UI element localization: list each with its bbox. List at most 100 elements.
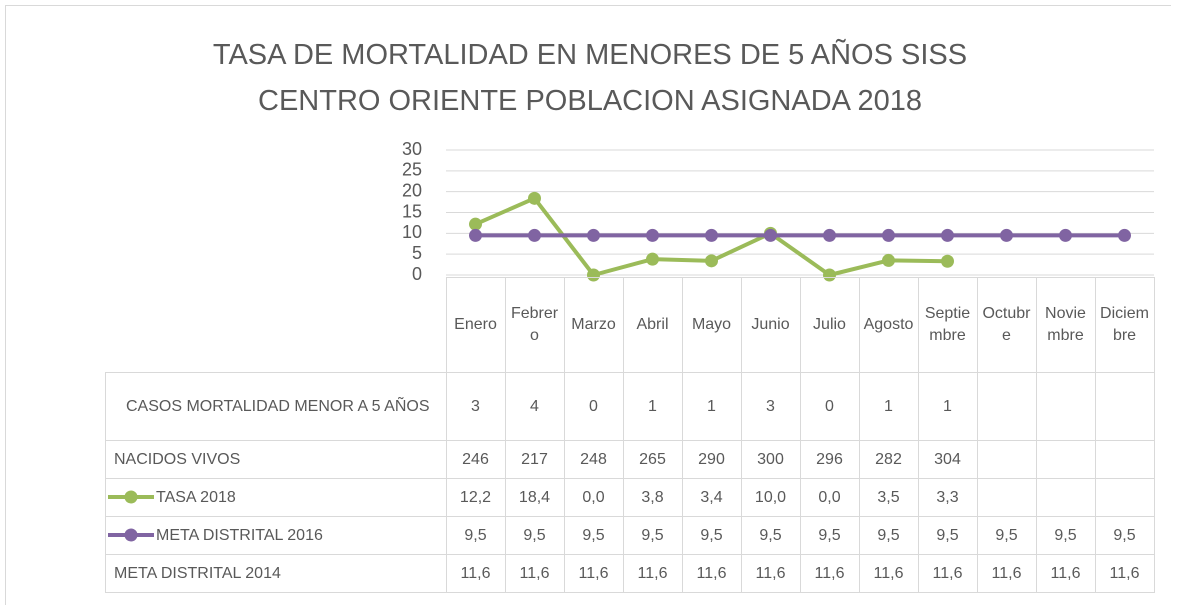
table-cell: Octubre [976,277,1037,373]
y-tick-label: 25 [402,160,422,180]
table-cell: 1 [917,372,978,441]
table-cell: 0,0 [563,478,624,517]
table-cell: Marzo [563,277,624,373]
legend-label: NACIDOS VIVOS [114,450,241,468]
table-cell [1035,440,1096,479]
y-tick-label: 15 [402,201,422,221]
y-tick-label: 0 [412,264,422,284]
table-cell [1094,372,1155,441]
table-cell: 3 [445,372,506,441]
table-cell: 282 [858,440,919,479]
data-row: META DISTRITAL 2014 11,6 11,6 11,6 11,6 11,6 1… [105,554,1155,593]
table-cell: Julio [799,277,860,373]
point [705,254,718,268]
legend-label: CASOS MORTALIDAD MENOR A 5 AÑOS [126,397,430,415]
table-cell: NACIDOS VIVOS [105,440,447,479]
point [1059,228,1072,242]
table-cell: 11,6 [858,554,919,593]
point [1118,228,1131,242]
legend-label: META DISTRITAL 2014 [114,564,281,582]
y-tick-label: 10 [402,222,422,242]
y-tick-label: 5 [412,243,422,263]
data-row: CASOS MORTALIDAD MENOR A 5 AÑOS 3 4 0 1 1 3 0 1 1 [105,372,1155,441]
table-cell: 9,5 [563,516,624,555]
table-cell: 9,5 [445,516,506,555]
table-cell: 0,0 [799,478,860,517]
table-cell [1035,478,1096,517]
table-cell [976,478,1037,517]
legend-marker [124,490,138,504]
table-cell [1035,372,1096,441]
point [823,228,836,242]
table-cell: 3,3 [917,478,978,517]
legend-key [108,528,154,542]
y-tick-label: 30 [402,139,422,159]
table-cell: 9,5 [740,516,801,555]
table-cell: 12,2 [445,478,506,517]
legend-marker [124,528,138,542]
table-cell: 9,5 [1035,516,1096,555]
table-cell: 300 [740,440,801,479]
table-cell: 1 [681,372,742,441]
table-cell: 3,8 [622,478,683,517]
table-cell: 9,5 [858,516,919,555]
table-cell: 9,5 [976,516,1037,555]
point [469,217,482,231]
point [469,228,482,242]
table-cell: 11,6 [681,554,742,593]
table-cell: 11,6 [1035,554,1096,593]
point [941,228,954,242]
table-cell: 1 [858,372,919,441]
table-cell: 4 [504,372,565,441]
table-cell: 11,6 [740,554,801,593]
table-cell: 11,6 [1094,554,1155,593]
table-cell: Noviembre [1035,277,1096,373]
table-cell: 9,5 [622,516,683,555]
point [646,252,659,266]
table-cell: 9,5 [1094,516,1155,555]
table-cell: 217 [504,440,565,479]
table-cell [1094,478,1155,517]
table-cell: Febrero [504,277,565,373]
table-cell: Mayo [681,277,742,373]
table-cell: 11,6 [622,554,683,593]
table-cell [976,440,1037,479]
point [528,228,541,242]
point [764,228,777,242]
table-cell: 0 [563,372,624,441]
point [1000,228,1013,242]
point [587,228,600,242]
data-row: NACIDOS VIVOS 246 217 248 265 290 300 296 282 304 [105,440,1155,479]
table-cell: 3,4 [681,478,742,517]
table-cell: 10,0 [740,478,801,517]
table-cell: 0 [799,372,860,441]
table-cell: 11,6 [563,554,624,593]
table-cell: Septiembre [917,277,978,373]
table-cell: 11,6 [976,554,1037,593]
table-cell: Agosto [858,277,919,373]
chart-frame [5,5,1171,605]
table-cell: 3 [740,372,801,441]
table-cell [106,278,447,373]
point [882,228,895,242]
table-cell: 246 [445,440,506,479]
table-cell: 9,5 [681,516,742,555]
table-cell: 1 [622,372,683,441]
table-cell: 290 [681,440,742,479]
table-cell [976,372,1037,441]
point [528,191,541,205]
table-cell: TASA 2018 [105,478,447,517]
table-cell: 11,6 [504,554,565,593]
data-row: META DISTRITAL 2016 9,5 9,5 9,5 9,5 9,5 9,5 9,5… [105,516,1155,555]
point [705,228,718,242]
table-cell: 9,5 [799,516,860,555]
table-cell [1094,440,1155,479]
table-cell: Abril [622,277,683,373]
legend-label: META DISTRITAL 2016 [156,526,323,544]
table-cell: 9,5 [504,516,565,555]
point [646,228,659,242]
data-table: Enero Febrero Marzo Abril Mayo Junio Julio Agos… [105,277,1155,593]
header-row: Enero Febrero Marzo Abril Mayo Junio Julio Agos… [106,277,1155,373]
legend-label: TASA 2018 [156,488,236,506]
